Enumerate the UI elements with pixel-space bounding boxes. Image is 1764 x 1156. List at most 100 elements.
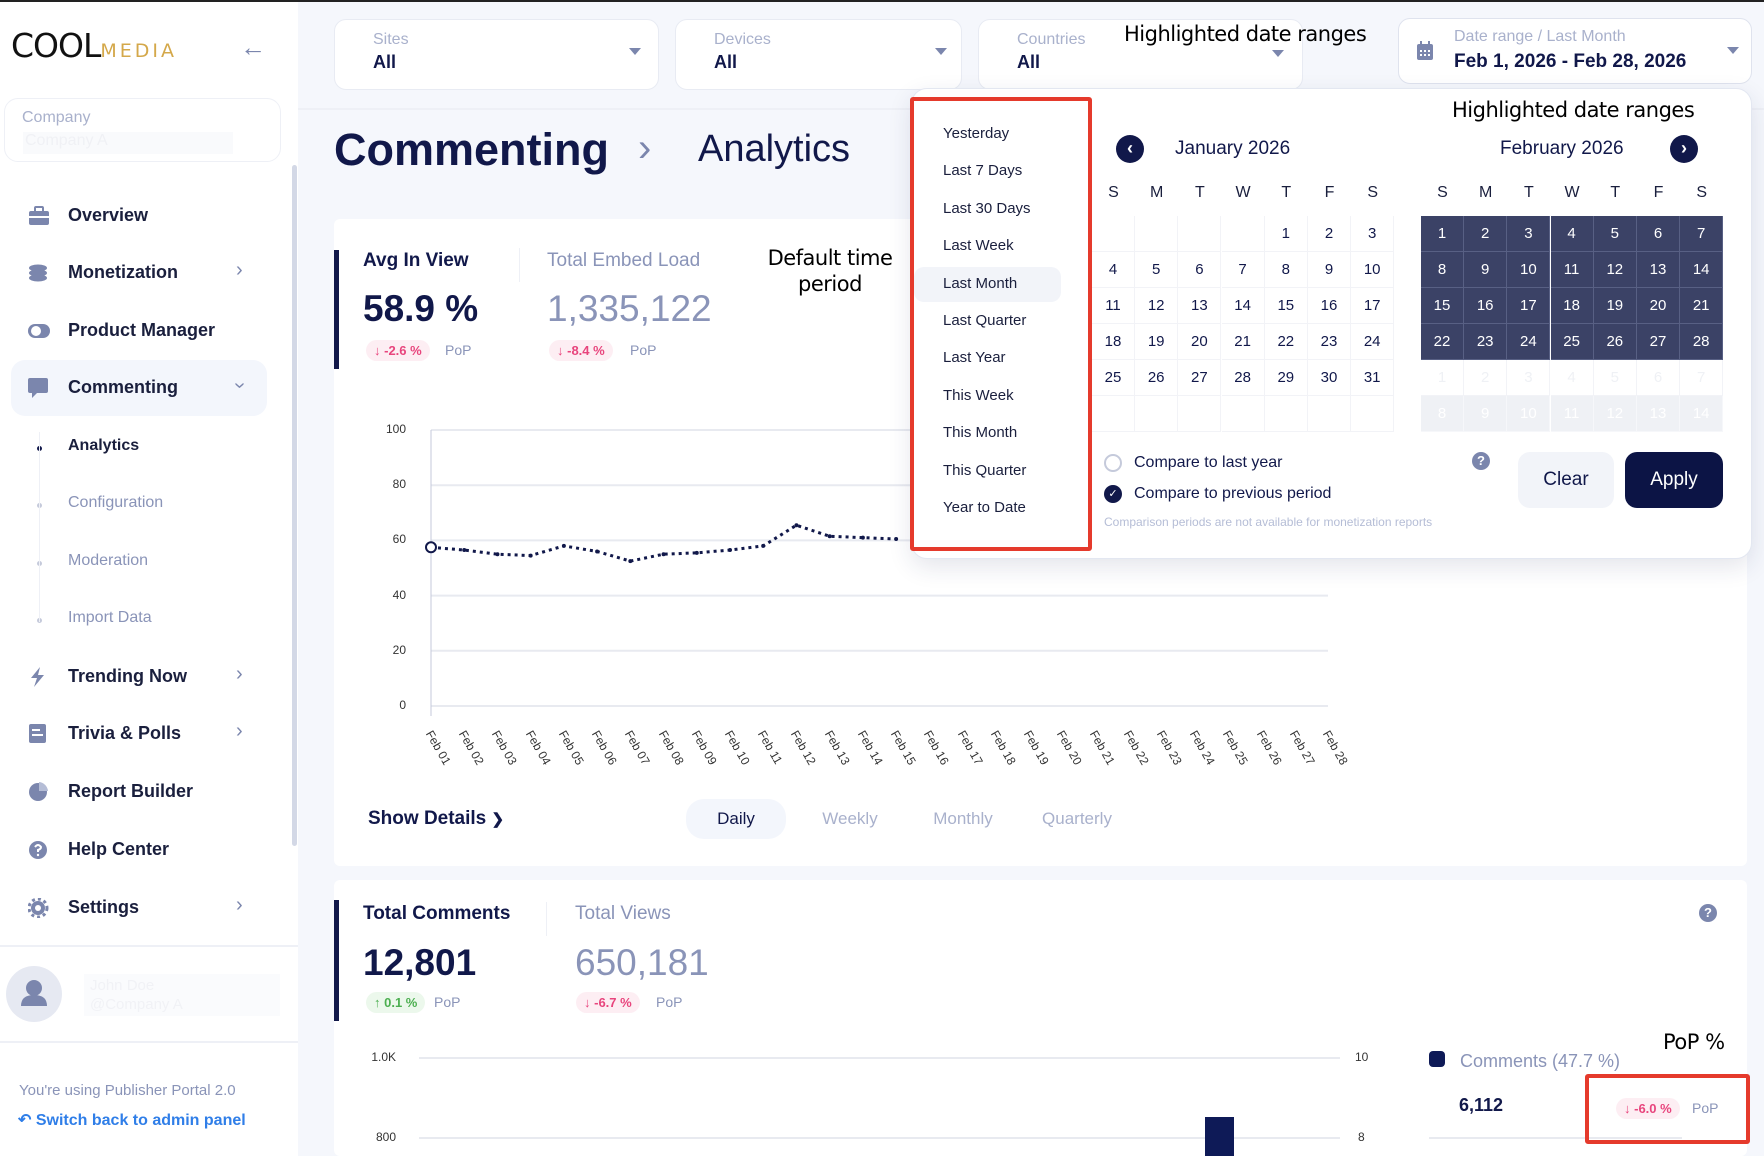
page-title[interactable]: Commenting (334, 124, 609, 175)
company-selector[interactable]: Company Company A (4, 98, 281, 162)
calendar-day[interactable]: 17 (1507, 288, 1551, 324)
calendar-day[interactable]: 12 (1593, 252, 1637, 288)
calendar-day[interactable]: 16 (1308, 288, 1351, 324)
kpi-total-views-label[interactable]: Total Views (575, 903, 671, 924)
calendar-day[interactable]: 11 (1550, 252, 1594, 288)
data-point[interactable] (628, 559, 633, 564)
help-icon[interactable]: ? (1472, 452, 1490, 470)
calendar-day[interactable]: 15 (1264, 288, 1308, 324)
calendar-day[interactable]: 11 (1550, 396, 1594, 432)
calendar-day[interactable]: 23 (1308, 324, 1351, 360)
calendar-day[interactable]: 18 (1092, 324, 1135, 360)
data-point[interactable] (794, 523, 799, 528)
date-range-filter[interactable]: Date range / Last Month Feb 1, 2026 - Fe… (1398, 18, 1752, 84)
calendar-day[interactable]: 7 (1680, 216, 1724, 252)
preset-yesterday[interactable]: Yesterday (943, 125, 1010, 142)
tab-monthly[interactable]: Monthly (933, 809, 993, 828)
submenu-item-analytics[interactable]: Analytics (68, 437, 140, 454)
data-point[interactable] (595, 549, 600, 554)
calendar-day[interactable]: 17 (1351, 288, 1395, 324)
calendar-day[interactable]: 13 (1637, 252, 1680, 288)
calendar-day[interactable]: 30 (1308, 360, 1351, 396)
sidebar-item-help-center[interactable]: Help Center (11, 822, 267, 878)
tab-quarterly[interactable]: Quarterly (1042, 809, 1112, 828)
preset-last-quarter[interactable]: Last Quarter (943, 312, 1027, 329)
tab-daily[interactable]: Daily (686, 799, 786, 839)
calendar-day[interactable]: 8 (1264, 252, 1308, 288)
calendar-day[interactable]: 20 (1178, 324, 1222, 360)
calendar-day[interactable]: 5 (1135, 252, 1179, 288)
calendar-day[interactable]: 7 (1221, 252, 1265, 288)
calendar-day[interactable]: 19 (1135, 324, 1179, 360)
calendar-day[interactable]: 5 (1593, 360, 1637, 396)
kpi-avg-in-view-label[interactable]: Avg In View (363, 250, 469, 271)
kpi-total-embed-load-label[interactable]: Total Embed Load (547, 250, 701, 271)
calendar-day[interactable]: 6 (1637, 216, 1680, 252)
calendar-day[interactable]: 3 (1507, 360, 1551, 396)
calendar-day[interactable]: 4 (1550, 216, 1594, 252)
sidebar-item-monetization[interactable]: Monetization › (11, 245, 267, 301)
sidebar-item-overview[interactable]: Overview (11, 188, 267, 244)
calendar-day[interactable]: 26 (1593, 324, 1637, 360)
calendar-day[interactable]: 21 (1680, 288, 1724, 324)
calendar-day[interactable]: 27 (1178, 360, 1222, 396)
calendar-day[interactable]: 25 (1550, 324, 1594, 360)
data-point[interactable] (827, 534, 832, 539)
sidebar-scrollbar[interactable] (292, 165, 297, 846)
radio-unchecked[interactable] (1104, 454, 1122, 472)
data-point[interactable] (860, 535, 865, 540)
calendar-day[interactable]: 8 (1421, 396, 1464, 432)
calendar-day[interactable]: 14 (1680, 252, 1724, 288)
calendar-day[interactable]: 3 (1507, 216, 1551, 252)
data-point[interactable] (661, 552, 666, 557)
preset-last-month[interactable]: Last Month (943, 274, 1018, 292)
data-point[interactable] (425, 541, 437, 554)
calendar-day[interactable]: 25 (1092, 360, 1135, 396)
calendar-day[interactable]: 1 (1264, 216, 1308, 252)
calendar-day[interactable]: 22 (1421, 324, 1464, 360)
calendar-day[interactable]: 23 (1464, 324, 1508, 360)
calendar-day[interactable]: 28 (1221, 360, 1265, 396)
calendar-day[interactable]: 14 (1680, 396, 1724, 432)
chart-bar[interactable] (1205, 1117, 1234, 1156)
tab-weekly[interactable]: Weekly (822, 809, 878, 828)
preset-last-year[interactable]: Last Year (943, 349, 1006, 367)
calendar-day[interactable]: 13 (1637, 396, 1680, 432)
prev-month-button[interactable]: ‹ (1116, 135, 1144, 163)
calendar-day[interactable]: 4 (1092, 252, 1135, 288)
calendar-day[interactable]: 18 (1550, 288, 1594, 324)
calendar-day[interactable]: 7 (1680, 360, 1724, 396)
show-details-toggle[interactable]: Show Details ❯ (368, 808, 504, 830)
check-icon[interactable]: ✓ (1104, 485, 1122, 503)
calendar-day[interactable]: 3 (1351, 216, 1395, 252)
calendar-day[interactable]: 10 (1507, 252, 1551, 288)
calendar-day[interactable]: 19 (1593, 288, 1637, 324)
calendar-day[interactable]: 24 (1507, 324, 1551, 360)
calendar-day[interactable]: 20 (1637, 288, 1680, 324)
calendar-day[interactable]: 2 (1464, 360, 1508, 396)
sidebar-item-commenting[interactable]: Commenting › (11, 360, 267, 416)
countries-filter[interactable]: Countries All (978, 19, 1303, 90)
calendar-day[interactable]: 8 (1421, 252, 1464, 288)
submenu-item-moderation[interactable]: Moderation (68, 552, 149, 569)
preset-this-quarter[interactable]: This Quarter (943, 461, 1027, 479)
calendar-day[interactable]: 9 (1464, 252, 1508, 288)
calendar-day[interactable]: 16 (1464, 288, 1508, 324)
calendar-day[interactable]: 14 (1221, 288, 1265, 324)
data-point[interactable] (561, 543, 566, 548)
calendar-day[interactable]: 6 (1637, 360, 1680, 396)
preset-last-30-days[interactable]: Last 30 Days (943, 199, 1031, 217)
calendar-day[interactable]: 10 (1507, 396, 1551, 432)
help-icon[interactable]: ? (1699, 904, 1717, 922)
calendar-day[interactable]: 6 (1178, 252, 1222, 288)
calendar-day[interactable]: 24 (1351, 324, 1395, 360)
sidebar-item-product-manager[interactable]: Product Manager (11, 303, 267, 359)
calendar-day[interactable]: 4 (1550, 360, 1594, 396)
calendar-day[interactable]: 21 (1221, 324, 1265, 360)
apply-button[interactable]: Apply (1625, 452, 1723, 508)
calendar-day[interactable]: 26 (1135, 360, 1179, 396)
kpi-total-comments-label[interactable]: Total Comments (363, 903, 511, 924)
calendar-day[interactable]: 11 (1092, 288, 1135, 324)
calendar-day[interactable]: 12 (1593, 396, 1637, 432)
calendar-day[interactable]: 29 (1264, 360, 1308, 396)
